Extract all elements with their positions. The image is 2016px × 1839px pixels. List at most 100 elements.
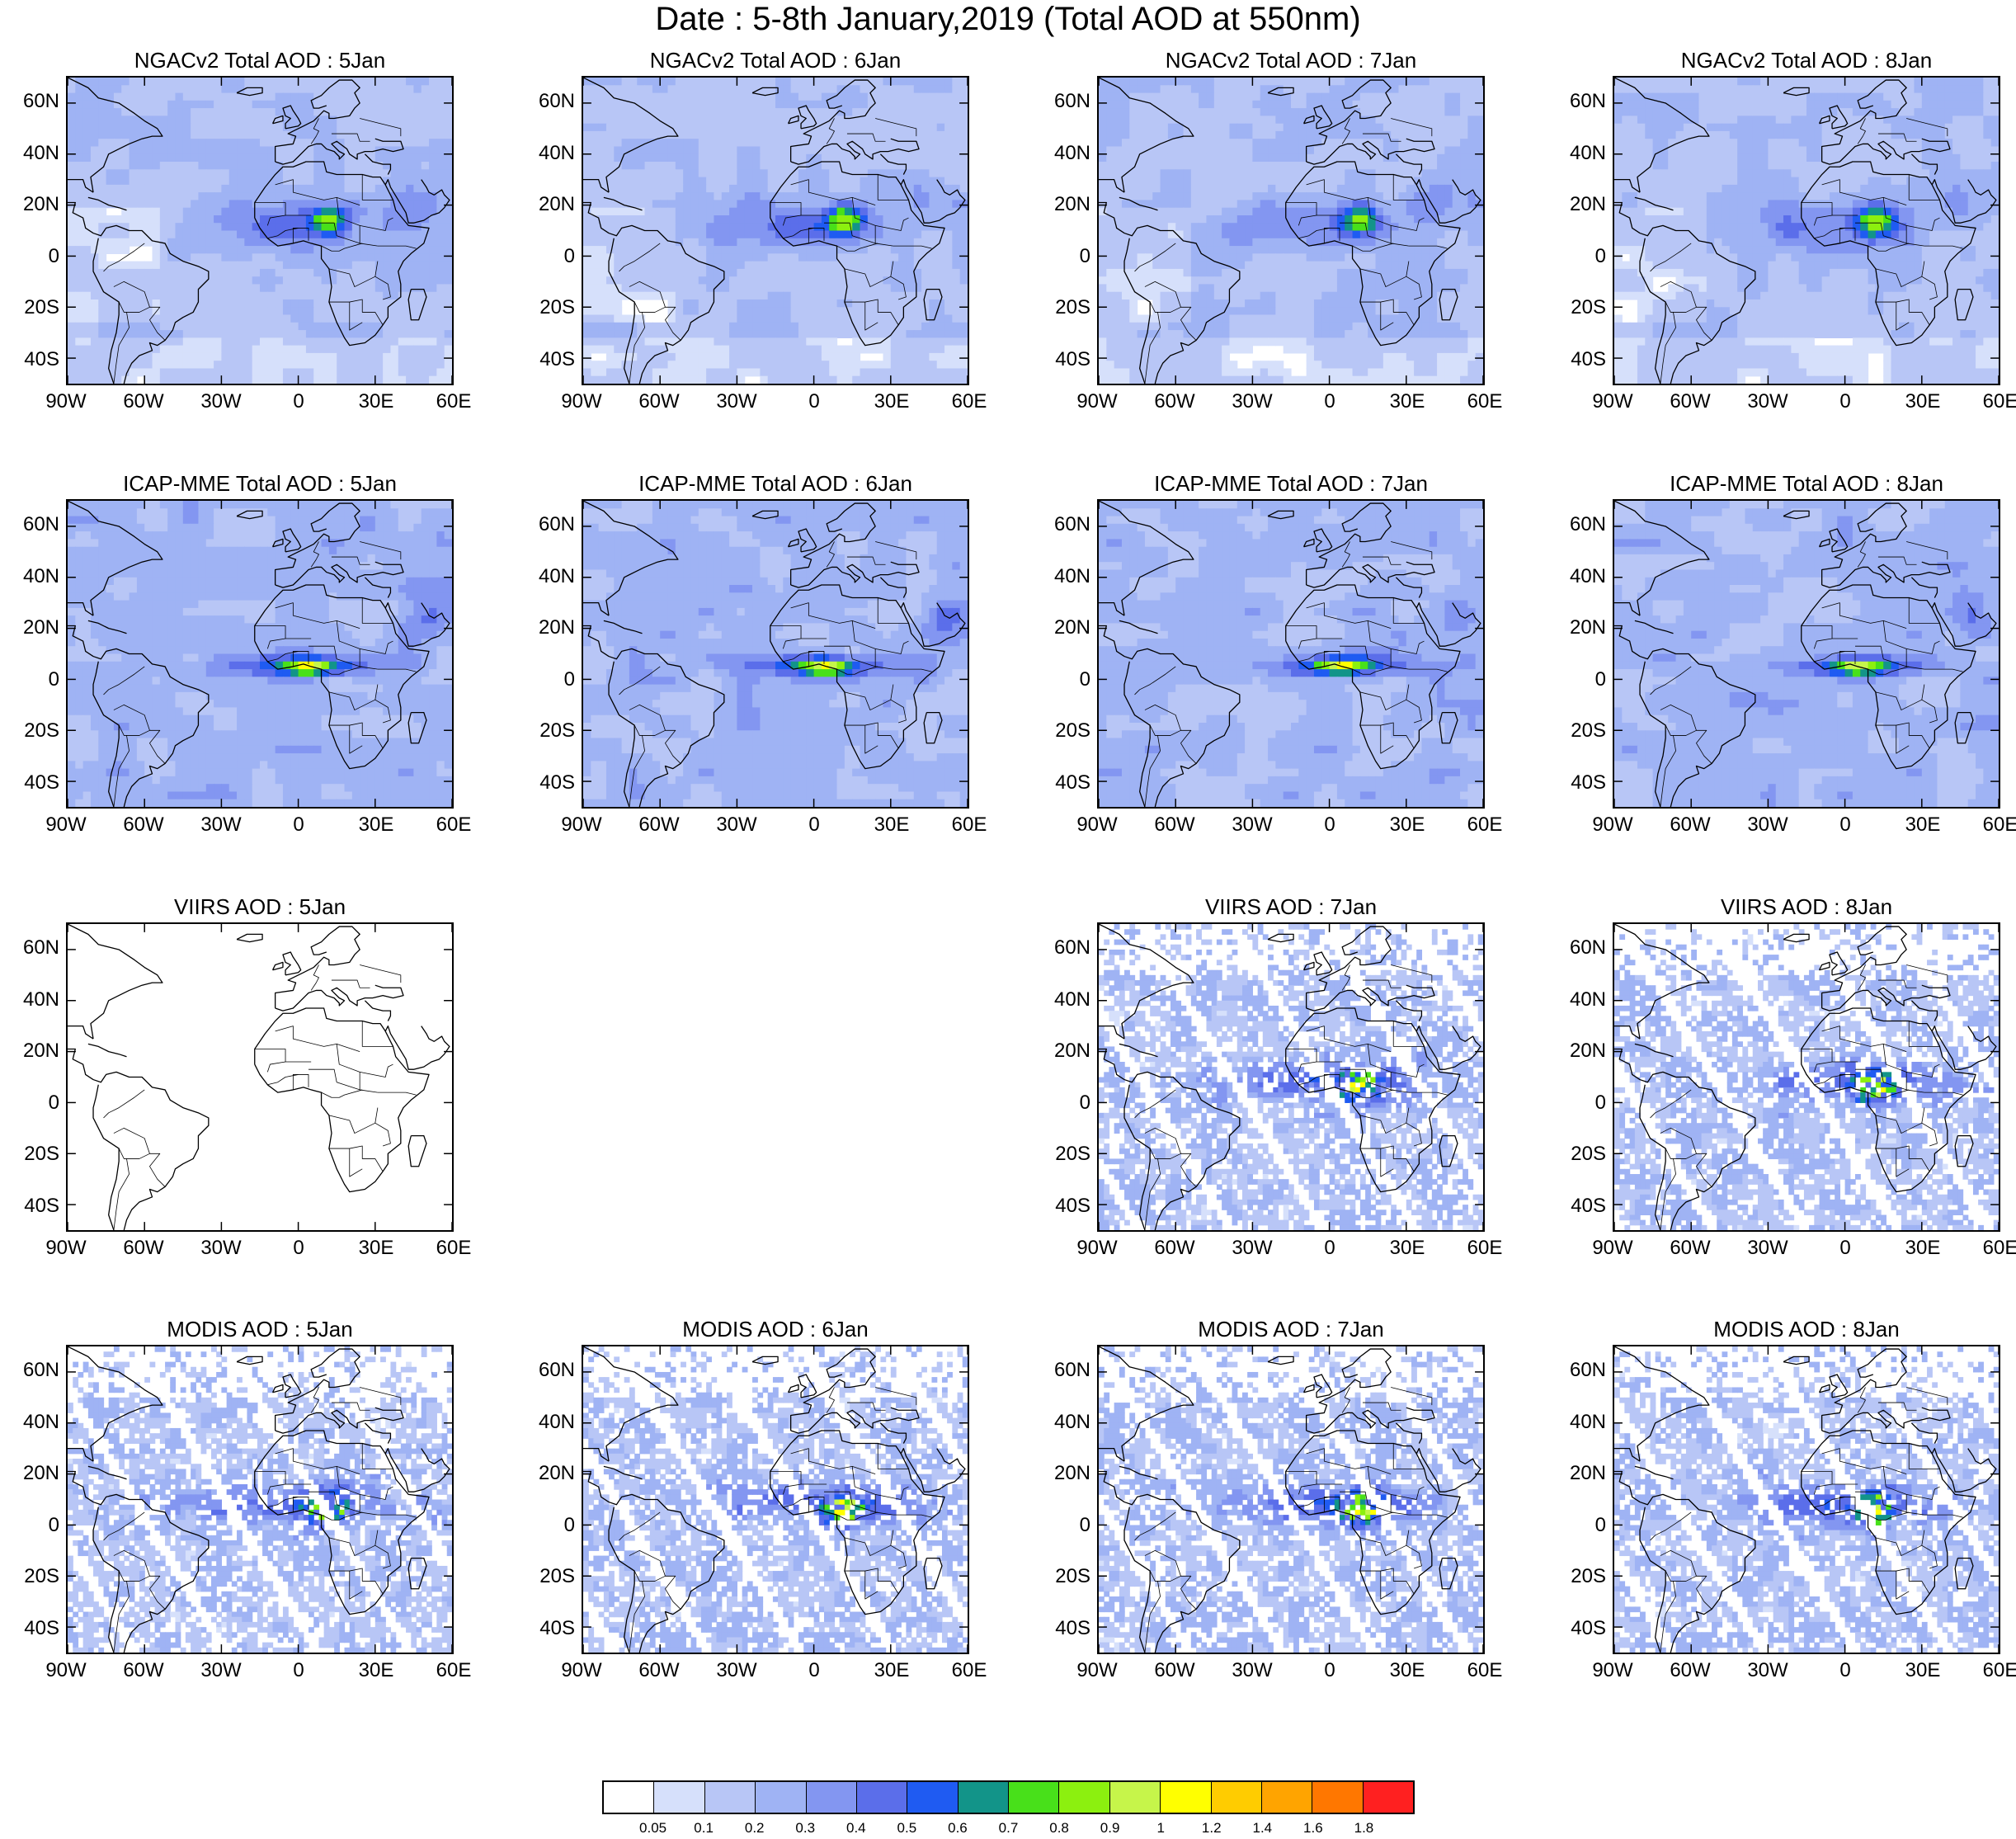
aod-cell bbox=[1291, 177, 1299, 186]
aod-cell bbox=[714, 246, 723, 254]
aod-cell bbox=[1160, 78, 1169, 86]
aod-cell bbox=[929, 330, 938, 338]
aod-cell bbox=[1213, 100, 1222, 109]
aod-cell bbox=[844, 146, 853, 155]
aod-cell bbox=[1160, 130, 1169, 139]
aod-cell bbox=[698, 314, 707, 323]
aod-cell bbox=[374, 345, 384, 354]
aod-cell bbox=[237, 314, 245, 323]
aod-cell bbox=[205, 200, 214, 209]
aod-cell bbox=[929, 314, 938, 323]
aod-cell bbox=[760, 177, 769, 186]
aod-cell bbox=[744, 146, 753, 155]
aod-cell bbox=[1144, 192, 1153, 200]
aod-cell bbox=[906, 261, 915, 270]
aod-cell bbox=[1329, 100, 1338, 109]
aod-cell bbox=[591, 153, 600, 163]
aod-cell bbox=[1452, 162, 1461, 170]
coastline bbox=[68, 78, 163, 193]
aod-cell bbox=[237, 322, 245, 331]
aod-cell bbox=[1245, 85, 1253, 94]
aod-cell bbox=[337, 177, 346, 186]
aod-cell bbox=[175, 299, 184, 308]
aod-cell bbox=[144, 116, 153, 125]
aod-cell bbox=[436, 139, 445, 148]
aod-cell bbox=[1190, 146, 1199, 155]
aod-cell bbox=[1160, 207, 1169, 216]
aod-cell bbox=[305, 184, 314, 193]
aod-cell bbox=[244, 92, 253, 101]
aod-cell bbox=[1375, 92, 1384, 101]
aod-cell bbox=[890, 200, 899, 209]
aod-cell bbox=[829, 169, 838, 178]
aod-cell bbox=[383, 78, 392, 86]
aod-cell bbox=[614, 314, 623, 323]
aod-cell bbox=[344, 268, 353, 277]
aod-cell bbox=[374, 200, 384, 209]
aod-cell bbox=[1398, 184, 1407, 193]
aod-cell bbox=[775, 345, 784, 354]
aod-cell bbox=[305, 253, 314, 262]
aod-cell bbox=[836, 130, 845, 139]
aod-cell bbox=[1414, 85, 1423, 94]
aod-cell bbox=[237, 284, 245, 293]
aod-cell bbox=[282, 299, 291, 308]
aod-cell bbox=[68, 146, 76, 155]
aod-cell bbox=[1336, 184, 1345, 193]
aod-cell bbox=[221, 307, 230, 316]
aod-cell bbox=[106, 169, 115, 178]
aod-cell bbox=[337, 368, 346, 377]
aod-cell bbox=[591, 108, 600, 116]
coastline bbox=[364, 153, 392, 175]
aod-cell bbox=[598, 276, 607, 285]
aod-cell bbox=[1313, 123, 1322, 132]
aod-cell bbox=[1236, 192, 1246, 200]
aod-cell bbox=[821, 276, 830, 285]
aod-cell bbox=[1160, 169, 1169, 178]
aod-cell bbox=[298, 146, 307, 155]
aod-cell bbox=[205, 78, 214, 86]
aod-cell bbox=[1306, 139, 1315, 148]
aod-cell bbox=[198, 85, 207, 94]
aod-cell bbox=[591, 253, 600, 262]
aod-cell bbox=[328, 177, 337, 186]
aod-cell bbox=[952, 162, 961, 170]
aod-cell bbox=[121, 345, 130, 354]
aod-cell bbox=[221, 108, 230, 116]
aod-cell bbox=[374, 375, 384, 384]
aod-cell bbox=[374, 268, 384, 277]
aod-cell bbox=[75, 215, 84, 224]
aod-cell bbox=[198, 314, 207, 323]
aod-cell bbox=[883, 100, 892, 109]
aod-cell bbox=[237, 368, 245, 377]
aod-cell bbox=[790, 268, 799, 277]
aod-cell bbox=[952, 78, 961, 86]
aod-cell bbox=[198, 352, 207, 361]
aod-cell bbox=[344, 307, 353, 316]
aod-cell bbox=[729, 352, 737, 361]
aod-cell bbox=[152, 223, 161, 232]
aod-cell bbox=[191, 276, 200, 285]
aod-cell bbox=[267, 284, 276, 293]
aod-cell bbox=[1452, 139, 1461, 148]
aod-cell bbox=[267, 268, 276, 277]
aod-cell bbox=[237, 192, 245, 200]
aod-cell bbox=[167, 92, 177, 101]
aod-cell bbox=[690, 146, 699, 155]
aod-cell bbox=[921, 261, 930, 270]
aod-cell bbox=[698, 100, 707, 109]
aod-cell bbox=[744, 330, 753, 338]
aod-cell bbox=[106, 314, 115, 323]
aod-cell bbox=[68, 368, 76, 377]
aod-cell bbox=[406, 284, 414, 293]
aod-cell bbox=[1345, 139, 1354, 148]
aod-cell bbox=[267, 307, 276, 316]
aod-cell bbox=[806, 184, 815, 193]
aod-cell bbox=[598, 322, 607, 331]
aod-cell bbox=[214, 116, 222, 125]
aod-cell bbox=[944, 207, 953, 216]
aod-cell bbox=[752, 299, 761, 308]
aod-cell bbox=[1298, 200, 1307, 209]
aod-cell bbox=[159, 345, 168, 354]
aod-cell bbox=[852, 291, 861, 300]
